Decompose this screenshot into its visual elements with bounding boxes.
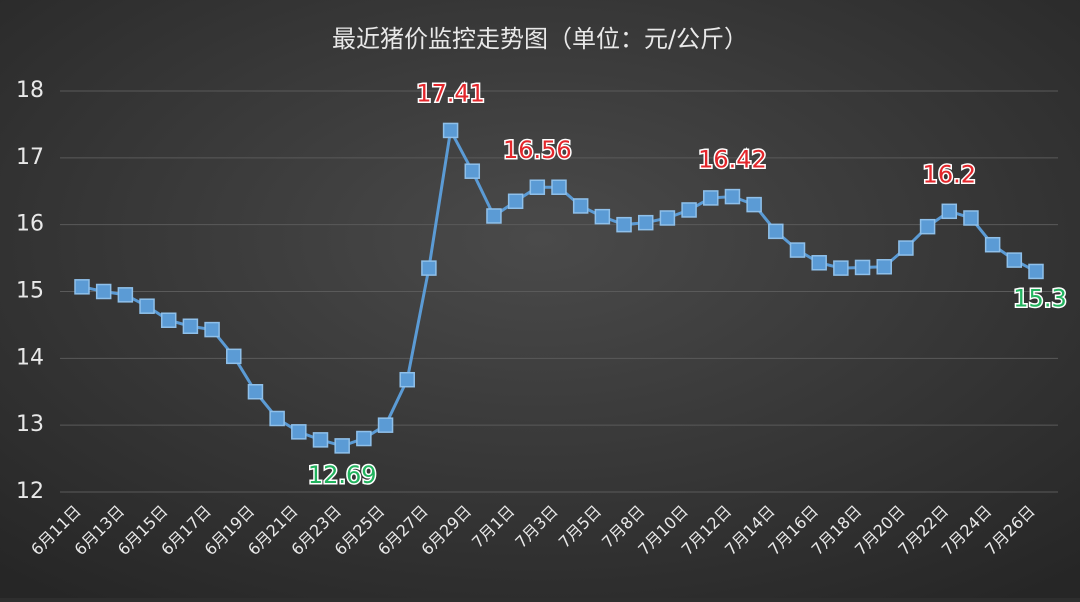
- point-marker: [226, 348, 242, 365]
- point-marker: [334, 438, 350, 454]
- point-marker: [139, 298, 155, 314]
- point-marker: [724, 188, 741, 205]
- point-marker: [919, 218, 936, 235]
- point-marker: [572, 198, 589, 214]
- point-marker: [74, 279, 90, 295]
- point-marker: [551, 179, 567, 195]
- point-marker: [377, 417, 394, 433]
- y-tick-label: 12: [16, 479, 44, 504]
- value-label: 15.3: [1013, 284, 1066, 312]
- point-marker: [529, 179, 546, 195]
- point-marker: [421, 260, 437, 276]
- point-marker: [95, 283, 112, 300]
- point-marker: [789, 242, 806, 258]
- value-label: 16.56: [503, 136, 572, 164]
- point-marker: [291, 424, 307, 440]
- point-marker: [637, 214, 654, 231]
- point-marker: [1028, 263, 1044, 280]
- point-marker: [312, 432, 329, 448]
- chart-title: 最近猪价监控走势图（单位：元/公斤）: [332, 25, 748, 53]
- y-tick-label: 15: [16, 279, 44, 304]
- point-marker: [464, 163, 481, 179]
- y-tick-label: 17: [16, 145, 44, 170]
- y-tick-label: 14: [16, 345, 44, 370]
- point-marker: [442, 122, 459, 139]
- point-marker: [269, 410, 285, 427]
- point-marker: [768, 223, 784, 240]
- point-marker: [182, 318, 199, 335]
- point-marker: [507, 193, 524, 210]
- point-marker: [703, 190, 719, 206]
- point-marker: [356, 430, 372, 447]
- point-marker: [833, 260, 849, 276]
- point-marker: [984, 236, 1001, 253]
- y-tick-label: 18: [16, 78, 44, 103]
- value-label: 16.42: [698, 146, 767, 174]
- point-marker: [898, 240, 914, 256]
- point-marker: [659, 210, 676, 226]
- point-marker: [399, 371, 415, 388]
- point-marker: [1006, 252, 1023, 268]
- point-marker: [616, 216, 632, 233]
- value-label: 17.41: [416, 79, 485, 107]
- y-tick-label: 13: [16, 412, 44, 437]
- value-label: 16.2: [923, 160, 976, 188]
- value-label: 12.69: [308, 461, 377, 489]
- point-marker: [160, 312, 177, 328]
- point-marker: [204, 321, 220, 338]
- y-tick-label: 16: [16, 212, 44, 237]
- point-marker: [941, 203, 958, 220]
- point-marker: [486, 208, 502, 224]
- point-marker: [963, 210, 979, 226]
- point-marker: [117, 287, 134, 303]
- point-marker: [811, 255, 827, 271]
- point-marker: [746, 196, 762, 213]
- point-marker: [876, 259, 892, 275]
- point-marker: [594, 208, 611, 225]
- point-marker: [247, 384, 264, 400]
- point-marker: [854, 259, 871, 276]
- point-marker: [681, 202, 697, 218]
